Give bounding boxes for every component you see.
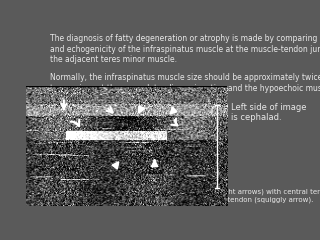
Text: The diagnosis of fatty degeneration or atrophy is made by comparing the size
and: The diagnosis of fatty degeneration or a… bbox=[50, 34, 320, 64]
Text: Normally, the infraspinatus muscle size should be approximately twice that of th: Normally, the infraspinatus muscle size … bbox=[50, 73, 320, 103]
Text: Corresponding US image shows infraspinatus (straight arrows) with central tendon: Corresponding US image shows infraspinat… bbox=[45, 188, 320, 203]
Text: Left side of image
is cephalad.: Left side of image is cephalad. bbox=[231, 103, 307, 122]
